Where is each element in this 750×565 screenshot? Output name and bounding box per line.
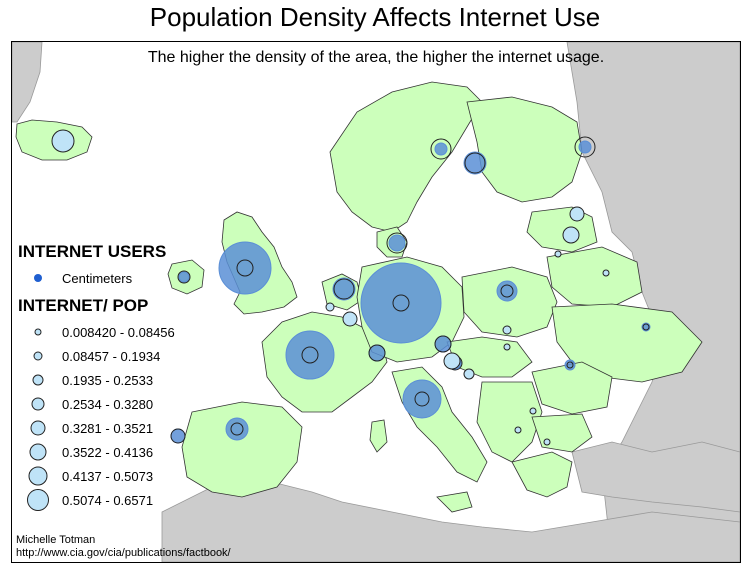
legend-class-item: 0.008420 - 0.08456 [18,320,218,344]
users-circle-sweden [463,151,487,175]
map-title: Population Density Affects Internet Use [149,2,601,32]
legend-class-label: 0.08457 - 0.1934 [62,349,161,364]
bulgaria-shape [531,413,593,453]
legend-class-item: 0.1935 - 0.2533 [18,368,218,392]
ukraine-shape [551,303,703,383]
finland-shape [466,96,583,203]
other-land [12,42,740,562]
greece-shape [511,451,573,498]
ratio-symbol-icon [30,420,46,436]
users-symbol-icon [34,274,42,282]
legend-class-label: 0.008420 - 0.08456 [62,325,175,340]
users-circle-netherlands [332,277,356,301]
sardinia-corsica-shape [369,419,388,453]
users-circle-romania [564,359,576,371]
legend-class-item: 0.08457 - 0.1934 [18,344,218,368]
users-circle-norway [434,142,448,156]
ratio-symbol-icon [28,466,48,486]
legend-class-item: 0.5074 - 0.6571 [18,488,218,512]
legend-class-item: 0.3281 - 0.3521 [18,416,218,440]
source-url: http://www.cia.gov/cia/publications/fact… [16,547,231,559]
sicily-shape [436,491,473,513]
ratio-symbol-icon [33,351,43,361]
legend-class-label: 0.1935 - 0.2533 [62,373,154,388]
legend-class-label: 0.3522 - 0.4136 [62,445,154,460]
users-circle-italy [402,379,442,419]
belarus-shape [546,246,643,308]
map-frame: The higher the density of the area, the … [11,41,741,563]
poland-shape [461,266,558,338]
ratio-circles [170,136,650,444]
legend: INTERNET USERS Centimeters INTERNET/ POP… [18,242,218,512]
ratio-symbol-icon [29,443,47,461]
iberia-shape [181,401,303,498]
baltics-shape [526,206,598,253]
map-subtitle: The higher the density of the area, the … [147,49,605,66]
author-name: Michelle Totman [16,534,96,546]
ratio-symbol-icon [27,489,49,511]
legend-class-label: 0.5074 - 0.6571 [62,493,154,508]
italy-shape [391,366,488,483]
users-circle-france [285,330,335,380]
europe-map [12,42,740,562]
users-circle-poland [496,280,518,302]
users-circle-spain [225,417,249,441]
users-circle-ireland [178,271,190,283]
users-circle-uk [218,241,272,295]
legend-class-item: 0.4137 - 0.5073 [18,464,218,488]
legend-ratio-heading: INTERNET/ POP [18,296,149,315]
ratio-symbol-icon [34,328,42,336]
central-europe-shape [446,336,533,378]
users-circles [170,140,651,444]
users-circle-denmark [388,234,406,252]
ratio-only-circles [51,129,610,446]
legend-class-label: 0.2534 - 0.3280 [62,397,154,412]
legend-class-item: 0.2534 - 0.3280 [18,392,218,416]
users-circle-finland [578,140,592,154]
ratio-symbol-icon [32,374,44,386]
legend-users-heading: INTERNET USERS [18,242,167,261]
norway-sweden-shape [329,81,483,233]
balkans-shape [476,381,543,463]
romania-shape [531,361,613,415]
users-circle-germany [360,262,442,344]
ratio-symbol-icon [31,397,45,411]
legend-class-item: 0.3522 - 0.4136 [18,440,218,464]
legend-users-item: Centimeters [18,266,218,290]
credits: Michelle Totman http://www.cia.gov/cia/p… [16,534,231,560]
legend-class-label: 0.4137 - 0.5073 [62,469,154,484]
legend-class-label: 0.3281 - 0.3521 [62,421,154,436]
legend-users-label: Centimeters [62,271,133,286]
